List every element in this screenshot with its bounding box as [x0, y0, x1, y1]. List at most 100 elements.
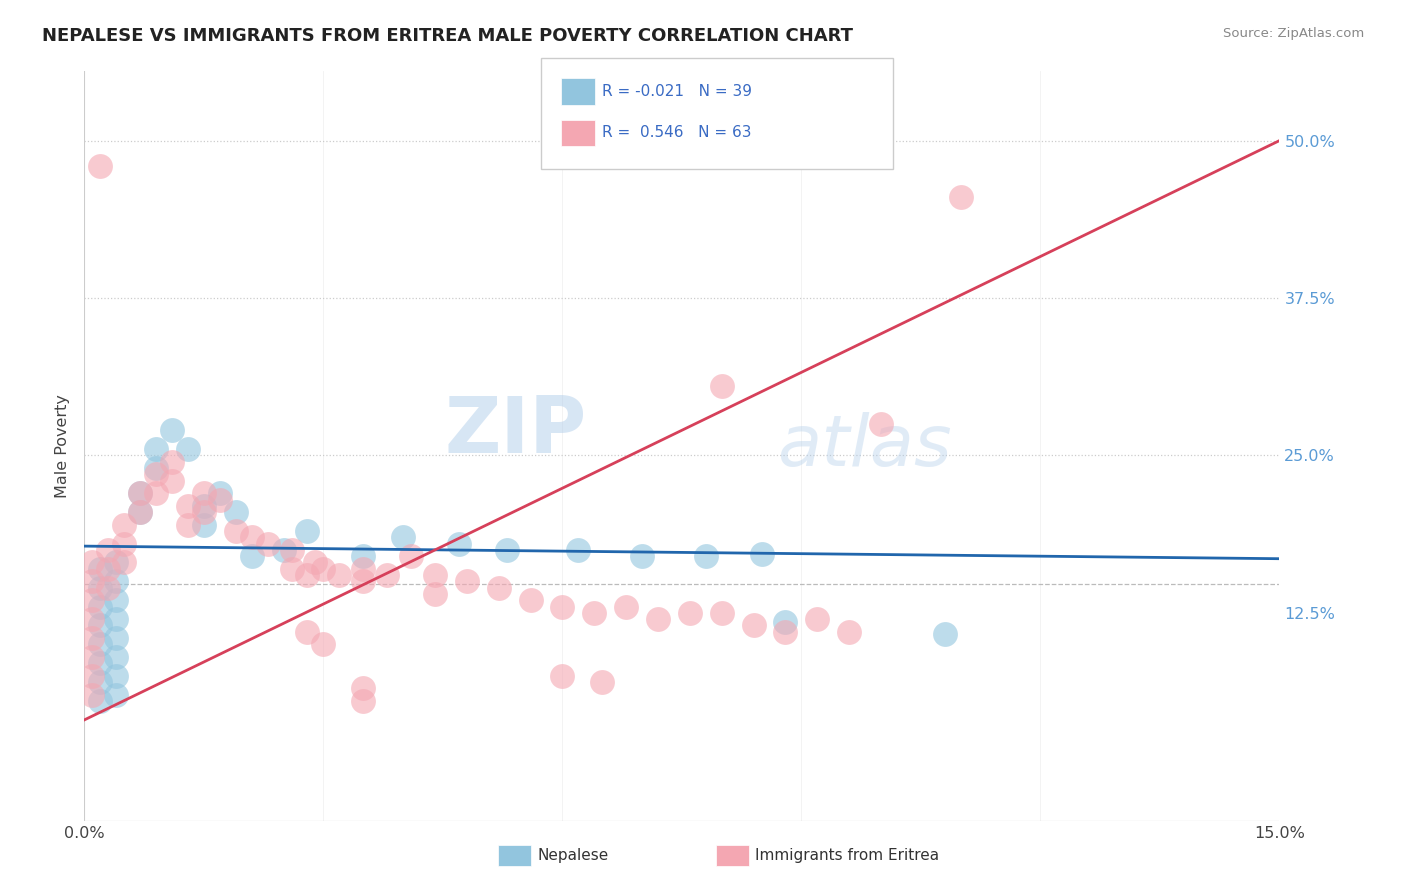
Point — [751, 547, 773, 561]
Point — [352, 562, 374, 576]
Point — [82, 649, 104, 664]
Point — [105, 556, 128, 570]
Point — [392, 530, 415, 544]
Point — [97, 562, 120, 576]
Point — [240, 530, 263, 544]
Point — [519, 593, 541, 607]
Text: atlas: atlas — [778, 411, 952, 481]
Point — [679, 606, 702, 620]
Point — [97, 581, 120, 595]
Point — [193, 517, 215, 532]
Point — [495, 542, 517, 557]
Point — [614, 599, 637, 614]
Point — [129, 486, 152, 500]
Point — [97, 542, 120, 557]
Point — [89, 159, 111, 173]
Point — [105, 612, 128, 626]
Point — [145, 486, 167, 500]
Point — [129, 505, 152, 519]
Point — [193, 505, 215, 519]
Point — [82, 574, 104, 589]
Point — [399, 549, 422, 564]
Point — [742, 618, 765, 632]
Point — [304, 556, 326, 570]
Point — [710, 379, 733, 393]
Point — [112, 536, 135, 550]
Point — [256, 536, 278, 550]
Point — [423, 587, 446, 601]
Point — [328, 568, 350, 582]
Point — [129, 505, 152, 519]
Text: Source: ZipAtlas.com: Source: ZipAtlas.com — [1223, 27, 1364, 40]
Point — [375, 568, 398, 582]
Point — [312, 562, 335, 576]
Point — [225, 505, 247, 519]
Y-axis label: Male Poverty: Male Poverty — [55, 394, 70, 498]
Point — [949, 190, 972, 204]
Point — [177, 517, 200, 532]
Point — [775, 624, 797, 639]
Point — [631, 549, 654, 564]
Point — [89, 657, 111, 671]
Point — [105, 631, 128, 645]
Point — [806, 612, 828, 626]
Point — [591, 675, 613, 690]
Point — [89, 675, 111, 690]
Point — [352, 694, 374, 708]
Point — [567, 542, 589, 557]
Point — [89, 599, 111, 614]
Point — [112, 517, 135, 532]
Point — [160, 455, 183, 469]
Text: R =  0.546   N = 63: R = 0.546 N = 63 — [602, 126, 751, 140]
Point — [551, 669, 574, 683]
Point — [775, 615, 797, 629]
Point — [105, 649, 128, 664]
Point — [89, 618, 111, 632]
Point — [105, 574, 128, 589]
Point — [105, 669, 128, 683]
Point — [447, 536, 470, 550]
Point — [82, 593, 104, 607]
Point — [280, 542, 302, 557]
Point — [297, 568, 319, 582]
Point — [82, 556, 104, 570]
Point — [273, 542, 295, 557]
Point — [129, 486, 152, 500]
Point — [456, 574, 478, 589]
Point — [352, 574, 374, 589]
Point — [145, 461, 167, 475]
Point — [297, 524, 319, 538]
Point — [710, 606, 733, 620]
Point — [297, 624, 319, 639]
Point — [160, 474, 183, 488]
Point — [145, 442, 167, 457]
Point — [177, 442, 200, 457]
Point — [280, 562, 302, 576]
Text: Nepalese: Nepalese — [537, 848, 609, 863]
Point — [695, 549, 717, 564]
Point — [193, 499, 215, 513]
Point — [177, 499, 200, 513]
Point — [934, 627, 956, 641]
Point — [82, 612, 104, 626]
Point — [352, 681, 374, 696]
Point — [82, 631, 104, 645]
Point — [240, 549, 263, 564]
Point — [312, 637, 335, 651]
Point — [352, 549, 374, 564]
Text: R = -0.021   N = 39: R = -0.021 N = 39 — [602, 85, 752, 99]
Point — [870, 417, 893, 431]
Point — [82, 688, 104, 702]
Text: NEPALESE VS IMMIGRANTS FROM ERITREA MALE POVERTY CORRELATION CHART: NEPALESE VS IMMIGRANTS FROM ERITREA MALE… — [42, 27, 853, 45]
Text: ZIP: ZIP — [444, 393, 586, 469]
Point — [82, 669, 104, 683]
Point — [160, 423, 183, 437]
Point — [225, 524, 247, 538]
Point — [193, 486, 215, 500]
Point — [423, 568, 446, 582]
Point — [145, 467, 167, 482]
Point — [89, 694, 111, 708]
Point — [105, 688, 128, 702]
Point — [105, 593, 128, 607]
Point — [89, 562, 111, 576]
